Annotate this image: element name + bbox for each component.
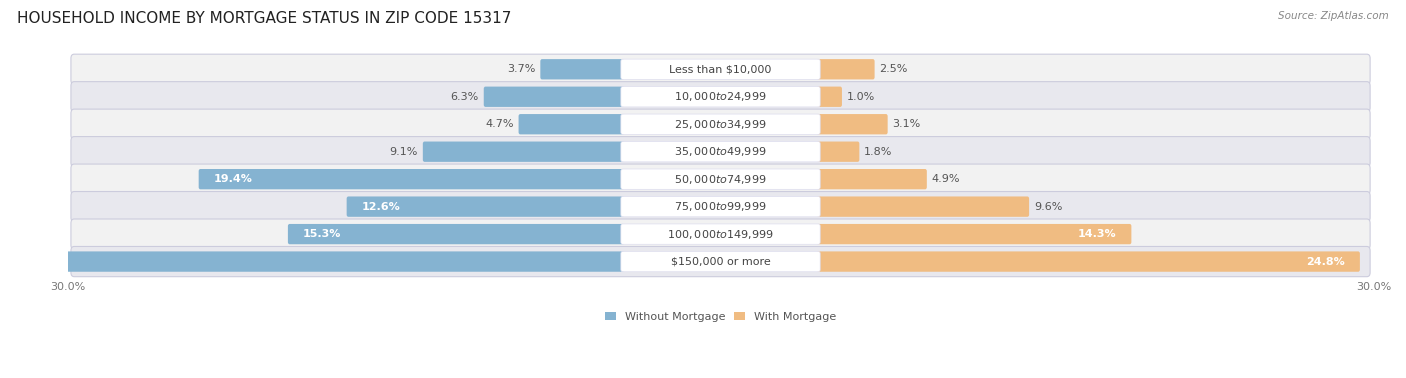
Text: 1.8%: 1.8% bbox=[865, 147, 893, 157]
Text: $35,000 to $49,999: $35,000 to $49,999 bbox=[675, 145, 766, 158]
FancyBboxPatch shape bbox=[70, 192, 1369, 222]
Text: 24.8%: 24.8% bbox=[1306, 257, 1346, 266]
FancyBboxPatch shape bbox=[817, 197, 1029, 217]
FancyBboxPatch shape bbox=[817, 59, 875, 79]
Text: 19.4%: 19.4% bbox=[214, 174, 252, 184]
Text: 4.9%: 4.9% bbox=[932, 174, 960, 184]
FancyBboxPatch shape bbox=[817, 169, 927, 189]
Text: 3.7%: 3.7% bbox=[508, 64, 536, 74]
Text: Source: ZipAtlas.com: Source: ZipAtlas.com bbox=[1278, 11, 1389, 21]
FancyBboxPatch shape bbox=[198, 169, 624, 189]
FancyBboxPatch shape bbox=[70, 246, 1369, 277]
FancyBboxPatch shape bbox=[519, 114, 624, 135]
FancyBboxPatch shape bbox=[423, 141, 624, 162]
FancyBboxPatch shape bbox=[817, 251, 1360, 272]
FancyBboxPatch shape bbox=[70, 136, 1369, 167]
FancyBboxPatch shape bbox=[621, 251, 820, 272]
Text: $50,000 to $74,999: $50,000 to $74,999 bbox=[675, 173, 766, 186]
FancyBboxPatch shape bbox=[288, 224, 624, 244]
Text: 4.7%: 4.7% bbox=[485, 119, 513, 129]
Text: HOUSEHOLD INCOME BY MORTGAGE STATUS IN ZIP CODE 15317: HOUSEHOLD INCOME BY MORTGAGE STATUS IN Z… bbox=[17, 11, 512, 26]
FancyBboxPatch shape bbox=[621, 87, 820, 107]
Legend: Without Mortgage, With Mortgage: Without Mortgage, With Mortgage bbox=[605, 312, 837, 322]
Text: 29.0%: 29.0% bbox=[4, 257, 44, 266]
Text: 3.1%: 3.1% bbox=[893, 119, 921, 129]
Text: 12.6%: 12.6% bbox=[361, 201, 401, 212]
FancyBboxPatch shape bbox=[817, 87, 842, 107]
Text: 1.0%: 1.0% bbox=[846, 92, 875, 102]
Text: $10,000 to $24,999: $10,000 to $24,999 bbox=[675, 90, 766, 103]
FancyBboxPatch shape bbox=[70, 54, 1369, 84]
Text: 14.3%: 14.3% bbox=[1078, 229, 1116, 239]
FancyBboxPatch shape bbox=[70, 82, 1369, 112]
Text: 15.3%: 15.3% bbox=[302, 229, 342, 239]
Text: 2.5%: 2.5% bbox=[879, 64, 908, 74]
FancyBboxPatch shape bbox=[621, 141, 820, 162]
Text: $150,000 or more: $150,000 or more bbox=[671, 257, 770, 266]
Text: 6.3%: 6.3% bbox=[451, 92, 479, 102]
FancyBboxPatch shape bbox=[817, 114, 887, 135]
Text: 9.1%: 9.1% bbox=[389, 147, 418, 157]
Text: Less than $10,000: Less than $10,000 bbox=[669, 64, 772, 74]
FancyBboxPatch shape bbox=[70, 109, 1369, 139]
Text: $75,000 to $99,999: $75,000 to $99,999 bbox=[675, 200, 766, 213]
FancyBboxPatch shape bbox=[70, 164, 1369, 194]
FancyBboxPatch shape bbox=[621, 59, 820, 79]
FancyBboxPatch shape bbox=[70, 219, 1369, 249]
FancyBboxPatch shape bbox=[484, 87, 624, 107]
FancyBboxPatch shape bbox=[621, 197, 820, 217]
FancyBboxPatch shape bbox=[347, 197, 624, 217]
FancyBboxPatch shape bbox=[621, 114, 820, 135]
FancyBboxPatch shape bbox=[817, 141, 859, 162]
Text: $25,000 to $34,999: $25,000 to $34,999 bbox=[675, 118, 766, 131]
FancyBboxPatch shape bbox=[540, 59, 624, 79]
FancyBboxPatch shape bbox=[621, 169, 820, 189]
FancyBboxPatch shape bbox=[0, 251, 624, 272]
FancyBboxPatch shape bbox=[817, 224, 1132, 244]
Text: $100,000 to $149,999: $100,000 to $149,999 bbox=[668, 228, 773, 241]
Text: 9.6%: 9.6% bbox=[1033, 201, 1063, 212]
FancyBboxPatch shape bbox=[621, 224, 820, 244]
